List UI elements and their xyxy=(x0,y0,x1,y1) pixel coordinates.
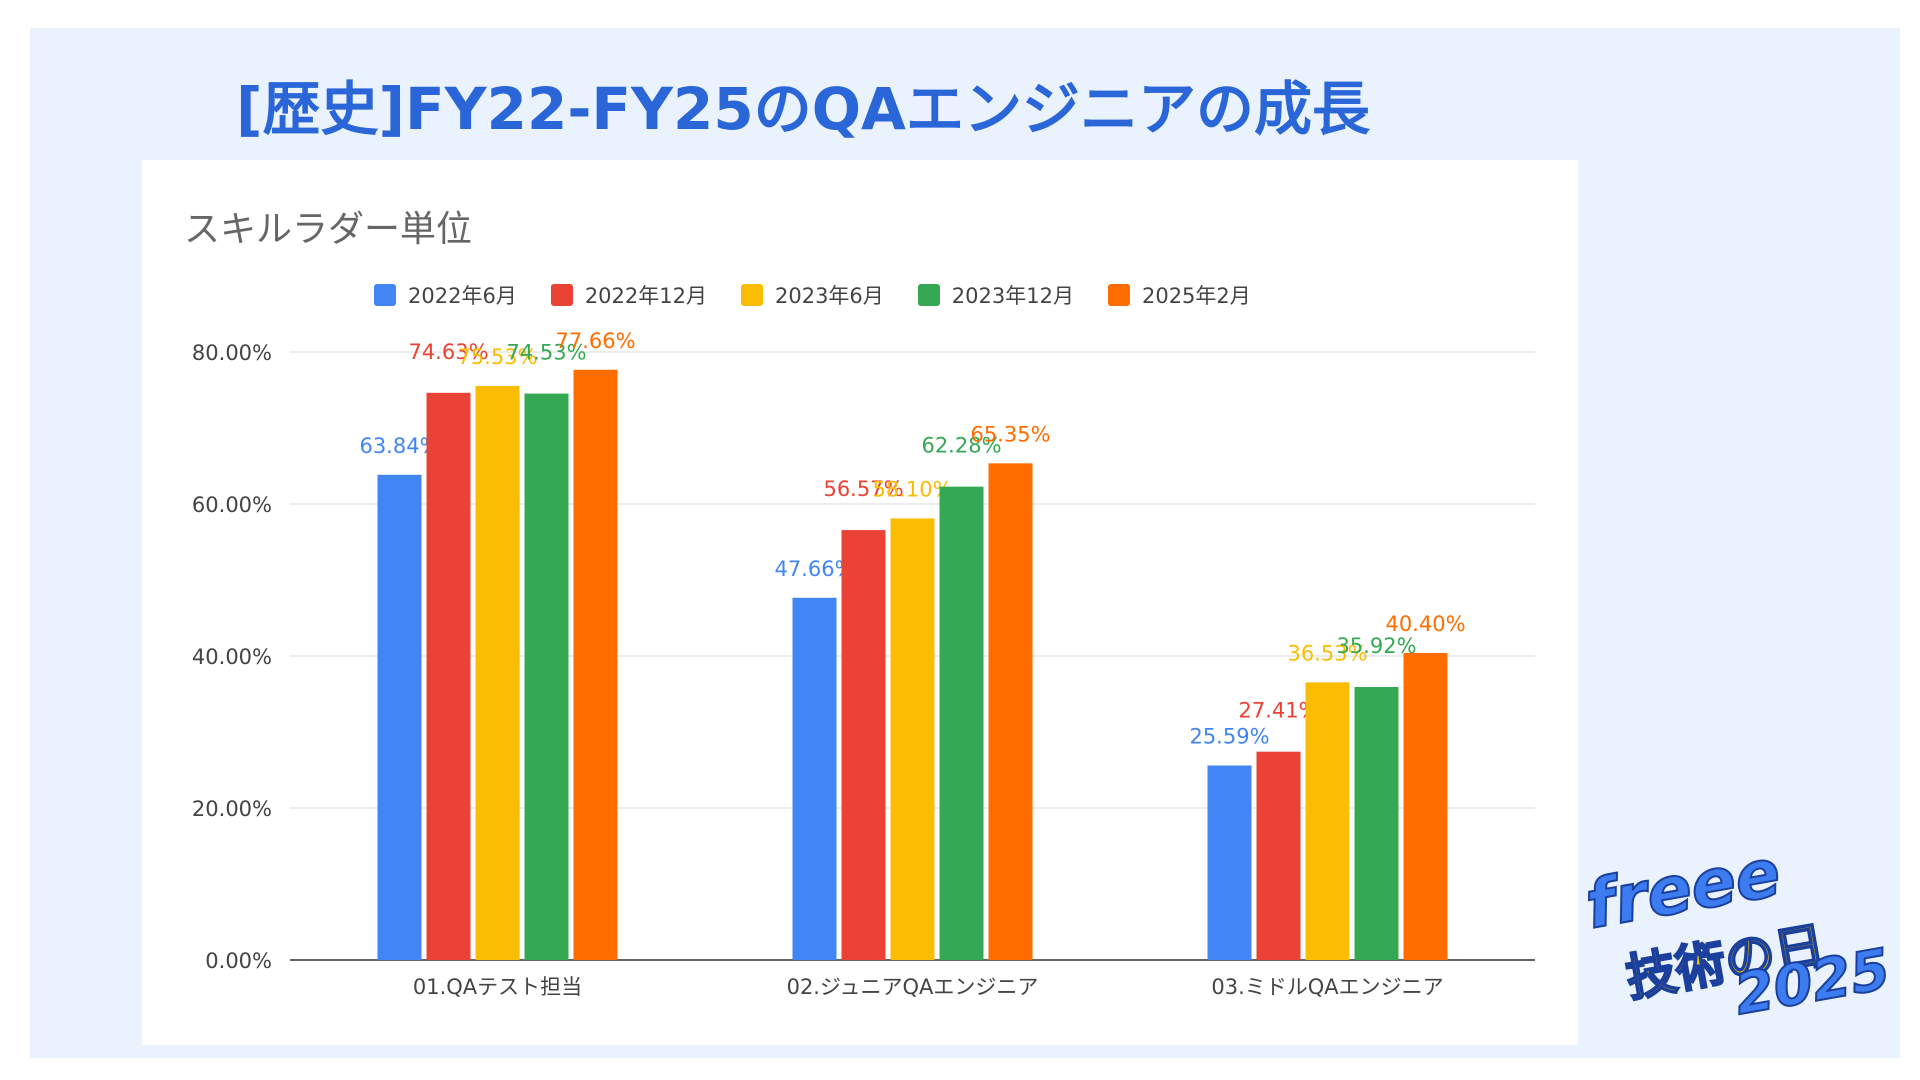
freee-tech-day-logo: freee 技術の日 2025 xyxy=(1579,833,1896,1048)
bar xyxy=(377,474,422,960)
data-label: 74.53% xyxy=(506,341,586,365)
data-label: 56.57% xyxy=(823,477,903,501)
x-tick-label: 03.ミドルQAエンジニア xyxy=(1211,975,1443,999)
legend-label: 2022年6月 xyxy=(408,284,517,308)
bar xyxy=(475,385,520,960)
bar xyxy=(1207,765,1252,960)
bar xyxy=(426,392,471,960)
legend-label: 2023年12月 xyxy=(951,284,1074,308)
data-label: 75.53% xyxy=(457,345,537,369)
legend-item-2023-12[interactable]: 2023年12月 xyxy=(917,280,1074,310)
data-label: 63.84% xyxy=(359,434,439,458)
bar xyxy=(573,369,618,960)
chart-title: スキルラダー単位 xyxy=(184,209,473,250)
bar xyxy=(1354,687,1399,960)
data-label: 35.92% xyxy=(1336,634,1416,658)
data-label: 36.53% xyxy=(1287,641,1367,665)
legend-item-2022-12[interactable]: 2022年12月 xyxy=(550,280,707,310)
legend-swatch xyxy=(550,284,573,306)
legend-item-2022-06[interactable]: 2022年6月 xyxy=(374,280,517,310)
data-label: 47.66% xyxy=(774,557,854,581)
y-tick-label: 0.00% xyxy=(205,949,272,973)
y-tick-label: 80.00% xyxy=(192,341,272,365)
bar xyxy=(890,518,935,960)
data-label: 62.28% xyxy=(921,434,1001,458)
chart-legend: 2022年6月 2022年12月 2023年6月 2023年12月 2025年2… xyxy=(374,278,1251,312)
legend-label: 2023年6月 xyxy=(774,284,884,308)
slide-title: [歴史]FY22-FY25のQAエンジニアの成長 xyxy=(236,75,1370,143)
x-tick-label: 02.ジュニアQAエンジニア xyxy=(787,975,1039,999)
bar xyxy=(1256,751,1301,960)
bar xyxy=(841,530,886,960)
bar xyxy=(1305,682,1350,960)
legend-swatch xyxy=(374,284,396,306)
legend-item-2023-06[interactable]: 2023年6月 xyxy=(740,280,884,310)
legend-swatch xyxy=(917,284,940,306)
legend-swatch xyxy=(1107,284,1130,306)
data-label: 58.10% xyxy=(872,477,952,501)
data-label: 40.40% xyxy=(1385,612,1465,636)
legend-label: 2022年12月 xyxy=(584,284,707,308)
data-label: 27.41% xyxy=(1238,699,1318,723)
y-tick-label: 40.00% xyxy=(192,645,272,669)
bar xyxy=(792,597,837,960)
data-label: 65.35% xyxy=(970,422,1050,446)
legend-swatch xyxy=(740,284,763,306)
y-tick-label: 20.00% xyxy=(192,797,272,821)
legend-item-2025-02[interactable]: 2025年2月 xyxy=(1107,280,1251,310)
data-label: 74.63% xyxy=(408,340,488,364)
data-label: 25.59% xyxy=(1189,725,1269,749)
x-tick-label: 01.QAテスト担当 xyxy=(413,975,582,999)
y-tick-label: 60.00% xyxy=(192,493,272,517)
bar xyxy=(524,393,569,960)
data-label: 77.66% xyxy=(555,329,635,353)
legend-label: 2025年2月 xyxy=(1141,284,1251,308)
bar xyxy=(1403,652,1448,960)
bar xyxy=(939,486,984,960)
bar xyxy=(988,463,1033,960)
